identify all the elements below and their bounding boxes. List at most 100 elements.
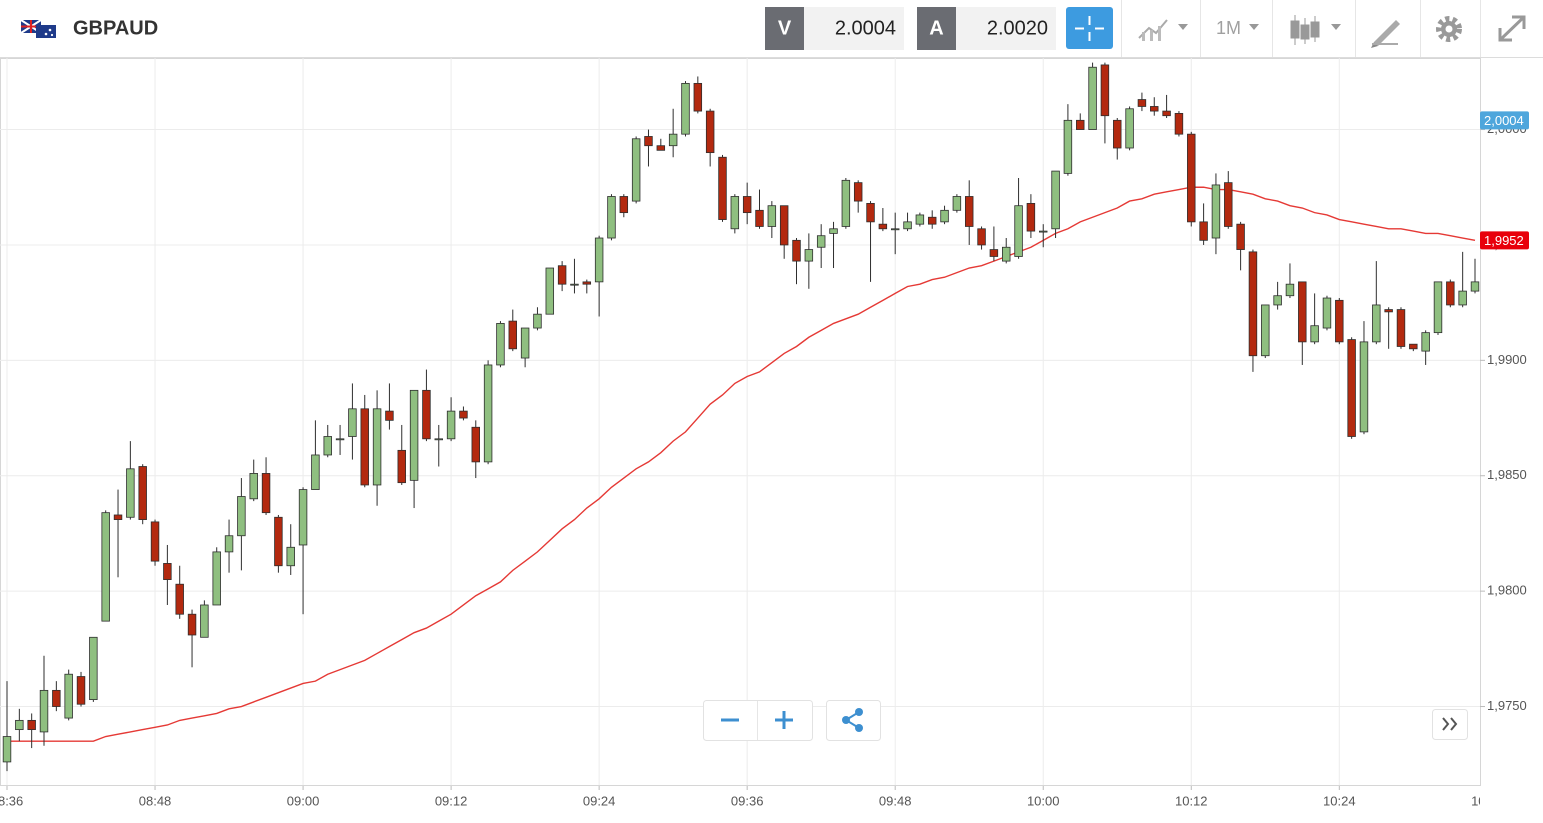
candle-body [212, 551, 221, 606]
candle-body [779, 205, 789, 246]
candle-body [1310, 325, 1319, 343]
candle-body [113, 514, 123, 520]
candle-body [163, 563, 172, 580]
candle-body [1199, 221, 1208, 241]
candle-body [1273, 295, 1282, 306]
candle-body [1359, 341, 1369, 433]
candle-body [533, 313, 542, 329]
share-button[interactable] [826, 700, 881, 741]
candle-body [446, 410, 456, 440]
candle-body [1174, 112, 1184, 135]
candle-body [138, 466, 147, 520]
candle-body [1335, 299, 1344, 343]
candle-body [348, 408, 357, 437]
candle-body [1236, 223, 1245, 250]
x-tick-label: 10:24 [1323, 793, 1356, 808]
sell-button[interactable]: V 2.0004 [765, 7, 904, 50]
candle-body [927, 216, 937, 225]
candle-body [397, 449, 406, 484]
candles [2, 62, 1480, 772]
candle-body [730, 196, 740, 230]
candle-body [853, 182, 863, 202]
candle-body [1224, 182, 1233, 227]
candle-body [422, 389, 431, 440]
candle-body [1248, 251, 1258, 357]
candle-body [1285, 283, 1295, 297]
candle-body [631, 138, 641, 202]
buy-button[interactable]: A 2.0020 [917, 7, 1056, 50]
indicator-button[interactable] [1138, 19, 1188, 41]
candle-body [1014, 205, 1023, 257]
settings-button[interactable] [1436, 16, 1462, 42]
candle-body [1458, 290, 1467, 306]
candle-body [237, 496, 246, 537]
candle-body [668, 133, 678, 147]
price-tag [1480, 111, 1529, 130]
candle-body [385, 410, 394, 421]
candle-body [829, 228, 838, 234]
candle-body [582, 281, 592, 285]
candle-body [792, 239, 801, 262]
candle-body [200, 604, 209, 638]
candle-body [1002, 246, 1011, 262]
candle-body [1088, 66, 1097, 130]
candle-body [249, 473, 258, 500]
candle-body [866, 202, 875, 223]
candle-body [1026, 202, 1036, 232]
candle-body [594, 237, 604, 283]
buy-label-bg [917, 7, 956, 50]
candle-body [2, 736, 12, 763]
chart-type-button[interactable] [1290, 15, 1341, 45]
candle-body [1187, 133, 1196, 223]
x-tick-label: 10:36 [1471, 793, 1504, 808]
zoom-in-button[interactable] [775, 711, 793, 729]
candle-body [27, 719, 36, 731]
candle-body [1137, 99, 1147, 107]
fullscreen-button[interactable] [1498, 15, 1526, 42]
candle-body [15, 719, 24, 731]
candle-body [496, 323, 505, 366]
candle-body [311, 454, 320, 490]
buy-label: A [929, 17, 943, 39]
timeframe-button[interactable]: 1M [1216, 18, 1259, 38]
candle-body [804, 249, 814, 262]
candle-body [841, 179, 851, 227]
candle-body [335, 438, 345, 441]
x-tick-label: 09:24 [583, 793, 616, 808]
candle-body [52, 689, 61, 707]
candle-body [1347, 339, 1356, 437]
candle-body [372, 408, 382, 486]
candle-body [767, 205, 777, 227]
candle-body [607, 196, 616, 239]
sell-label: V [778, 17, 792, 39]
scroll-right-button[interactable] [1432, 709, 1468, 740]
candle-body [989, 249, 999, 257]
candle-body [1396, 309, 1406, 347]
candle-body [323, 436, 332, 456]
candle-body [1076, 119, 1085, 130]
buy-price-bg [956, 7, 1056, 50]
candle-body [1446, 281, 1455, 306]
y-tick-label: 1,9750 [1487, 698, 1527, 713]
candle-body [1433, 281, 1443, 334]
toolbar: GBPAUD V 2.0004 A 2.0020 1M [0, 0, 1543, 58]
candle-body [693, 82, 703, 112]
candle-body [89, 636, 98, 701]
candle-body [755, 209, 764, 227]
price-tag-label: 2,0004 [1484, 113, 1524, 128]
candle-body [1372, 304, 1381, 343]
sell-label-bg [765, 7, 804, 50]
candle-body [483, 364, 493, 463]
candle-body [274, 516, 283, 567]
x-tick-label: 10:00 [1027, 793, 1060, 808]
candle-body [644, 136, 653, 147]
candle-body [570, 283, 579, 286]
candle-body [681, 82, 690, 135]
candle-body [1211, 184, 1221, 239]
crosshair-button[interactable] [1066, 7, 1113, 49]
draw-button[interactable] [1371, 20, 1400, 48]
candle-body [915, 214, 925, 225]
candle-body [101, 512, 110, 622]
candle-body [952, 196, 962, 211]
